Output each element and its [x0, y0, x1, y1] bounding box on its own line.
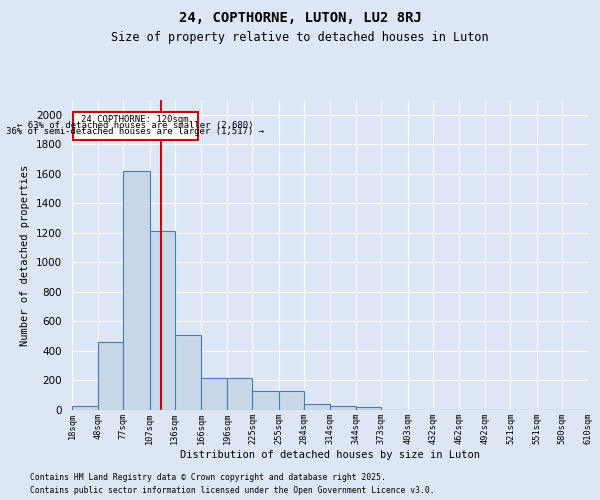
Bar — [124, 171, 149, 410]
Text: ← 63% of detached houses are smaller (2,680): ← 63% of detached houses are smaller (2,… — [17, 121, 253, 130]
Text: 24, COPTHORNE, LUTON, LU2 8RJ: 24, COPTHORNE, LUTON, LU2 8RJ — [179, 11, 421, 25]
X-axis label: Distribution of detached houses by size in Luton: Distribution of detached houses by size … — [180, 450, 480, 460]
Bar — [304, 404, 330, 410]
Bar — [73, 112, 197, 140]
Y-axis label: Number of detached properties: Number of detached properties — [20, 164, 31, 346]
Bar — [227, 378, 253, 410]
Bar — [356, 407, 382, 410]
Bar — [278, 391, 304, 410]
Bar — [330, 406, 356, 410]
Text: Size of property relative to detached houses in Luton: Size of property relative to detached ho… — [111, 31, 489, 44]
Text: 24 COPTHORNE: 120sqm: 24 COPTHORNE: 120sqm — [82, 115, 189, 124]
Text: 36% of semi-detached houses are larger (1,517) →: 36% of semi-detached houses are larger (… — [6, 127, 264, 136]
Bar — [72, 406, 98, 410]
Bar — [175, 334, 201, 410]
Text: Contains public sector information licensed under the Open Government Licence v3: Contains public sector information licen… — [30, 486, 434, 495]
Bar — [149, 232, 175, 410]
Bar — [201, 378, 227, 410]
Bar — [253, 391, 278, 410]
Text: Contains HM Land Registry data © Crown copyright and database right 2025.: Contains HM Land Registry data © Crown c… — [30, 474, 386, 482]
Bar — [98, 342, 124, 410]
